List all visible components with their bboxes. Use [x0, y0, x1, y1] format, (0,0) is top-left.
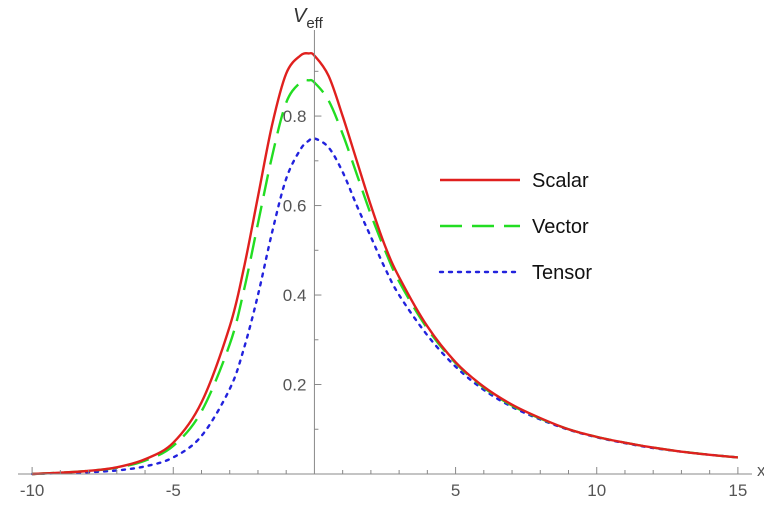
- y-tick-label: 0.8: [283, 107, 307, 126]
- y-axis-title-sub: eff: [306, 15, 323, 32]
- y-tick-label: 0.4: [283, 286, 307, 305]
- legend-label-vector: Vector: [532, 216, 589, 238]
- series-line-scalar: [32, 51, 738, 476]
- y-ticks: 0.2 0.4 0.6 0.8: [283, 70, 322, 430]
- x-tick-label: 5: [451, 481, 460, 500]
- axes: -10 -5 5 10 15 0.2 0.4 0.6 0.8: [18, 30, 752, 500]
- series-line-vector: [32, 78, 738, 476]
- x-tick-label: -5: [166, 481, 181, 500]
- x-tick-label: 10: [587, 481, 606, 500]
- y-axis-title: Veff: [293, 5, 324, 32]
- series-lines: [30, 51, 740, 476]
- x-tick-label: -10: [20, 481, 45, 500]
- y-tick-label: 0.2: [283, 376, 307, 395]
- x-tick-label: 15: [728, 481, 747, 500]
- legend: Scalar Vector Tensor: [438, 170, 592, 284]
- legend-label-scalar: Scalar: [532, 170, 589, 192]
- x-ticks: -10 -5 5 10 15: [20, 467, 747, 500]
- x-axis-title: x: [757, 461, 764, 480]
- y-tick-label: 0.6: [283, 197, 307, 216]
- series-line-tensor: [30, 136, 740, 476]
- y-axis-title-main: V: [293, 5, 308, 27]
- legend-label-tensor: Tensor: [532, 262, 592, 284]
